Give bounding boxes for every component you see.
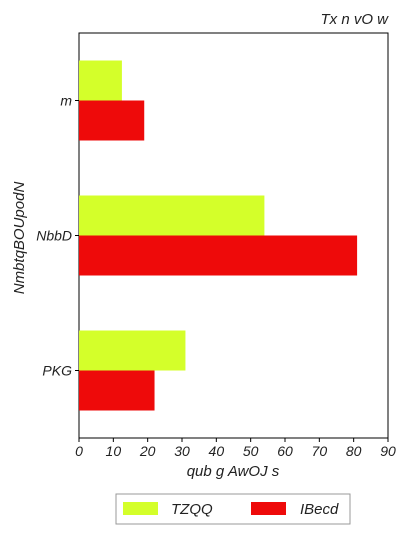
x-tick-label: 60: [277, 443, 293, 459]
x-axis-ticks: 0 10 20 30 40 50 60 70 80 90: [75, 438, 396, 459]
bar-tzqq-nbbd: [79, 195, 265, 236]
legend-label-tzqq: TZQQ: [171, 501, 213, 518]
bars: [79, 60, 358, 411]
legend: TZQQ IBecd: [115, 493, 351, 525]
x-tick-label: 0: [75, 443, 83, 459]
legend-swatch-tzqq: [123, 502, 158, 515]
x-tick-label: 80: [346, 443, 362, 459]
x-tick-label: 10: [106, 443, 122, 459]
x-tick-label: 70: [312, 443, 328, 459]
bar-ibecd-nbbd: [79, 235, 358, 276]
bar-tzqq-m: [79, 60, 122, 101]
y-tick-label: m: [60, 93, 72, 109]
x-tick-label: 50: [243, 443, 259, 459]
legend-swatch-ibecd: [251, 502, 286, 515]
y-tick-label: PKG: [42, 363, 72, 379]
y-axis-ticks: m NbbD PKG: [36, 93, 79, 379]
legend-label-ibecd: IBecd: [300, 501, 339, 518]
x-axis-label: qub g AwOJ s: [187, 463, 280, 480]
y-tick-label: NbbD: [36, 228, 72, 244]
x-tick-label: 40: [209, 443, 225, 459]
x-tick-label: 30: [174, 443, 190, 459]
x-tick-label: 20: [139, 443, 156, 459]
bar-ibecd-pkg: [79, 370, 155, 411]
bar-tzqq-pkg: [79, 330, 186, 371]
chart-title: Tx n vO w: [320, 11, 389, 28]
bar-ibecd-m: [79, 100, 145, 141]
y-axis-label: NmbtqBOUpodN: [11, 182, 28, 295]
x-tick-label: 90: [380, 443, 396, 459]
